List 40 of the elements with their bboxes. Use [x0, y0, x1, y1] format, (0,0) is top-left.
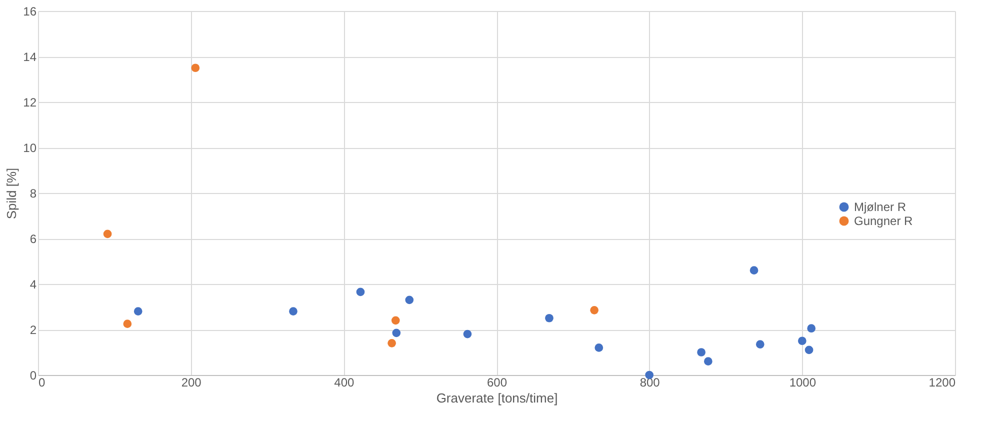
y-tick-label: 14 — [23, 50, 37, 64]
point — [590, 306, 598, 314]
x-tick-label: 600 — [486, 376, 508, 390]
x-tick-label: 1200 — [928, 376, 956, 390]
point — [704, 357, 712, 366]
point — [807, 324, 816, 333]
point — [463, 330, 472, 338]
legend-label: Mjølner R — [854, 200, 906, 214]
x-tick-label: 800 — [640, 376, 660, 390]
x-axis-title: Graverate [tons/time] — [436, 390, 558, 406]
point — [123, 320, 132, 328]
point — [356, 288, 365, 296]
point — [392, 328, 401, 338]
point — [191, 64, 200, 72]
point — [545, 314, 554, 322]
y-tick-label: 16 — [23, 4, 37, 18]
y-tick-label: 6 — [30, 232, 37, 246]
x-tick-label: 1000 — [789, 376, 816, 390]
y-tick-label: 10 — [23, 141, 37, 155]
legend-label: Gungner R — [854, 214, 914, 228]
x-tick-label: 400 — [334, 376, 354, 390]
point — [756, 340, 764, 348]
y-tick-label: 2 — [30, 323, 37, 337]
x-tick-label: 200 — [181, 376, 202, 390]
point — [594, 344, 604, 352]
y-tick-label: 8 — [30, 186, 37, 200]
point — [289, 307, 298, 316]
point — [103, 230, 112, 238]
y-tick-label: 4 — [30, 278, 37, 292]
point — [798, 336, 806, 346]
point — [697, 348, 706, 356]
point — [388, 338, 396, 348]
point — [391, 316, 400, 325]
point — [750, 266, 758, 275]
y-tick-label: 12 — [23, 96, 37, 110]
x-tick-label: 0 — [38, 376, 46, 390]
point — [134, 307, 142, 316]
point — [405, 296, 414, 304]
point — [804, 346, 814, 354]
y-axis-title: Spild [%] — [4, 168, 20, 220]
